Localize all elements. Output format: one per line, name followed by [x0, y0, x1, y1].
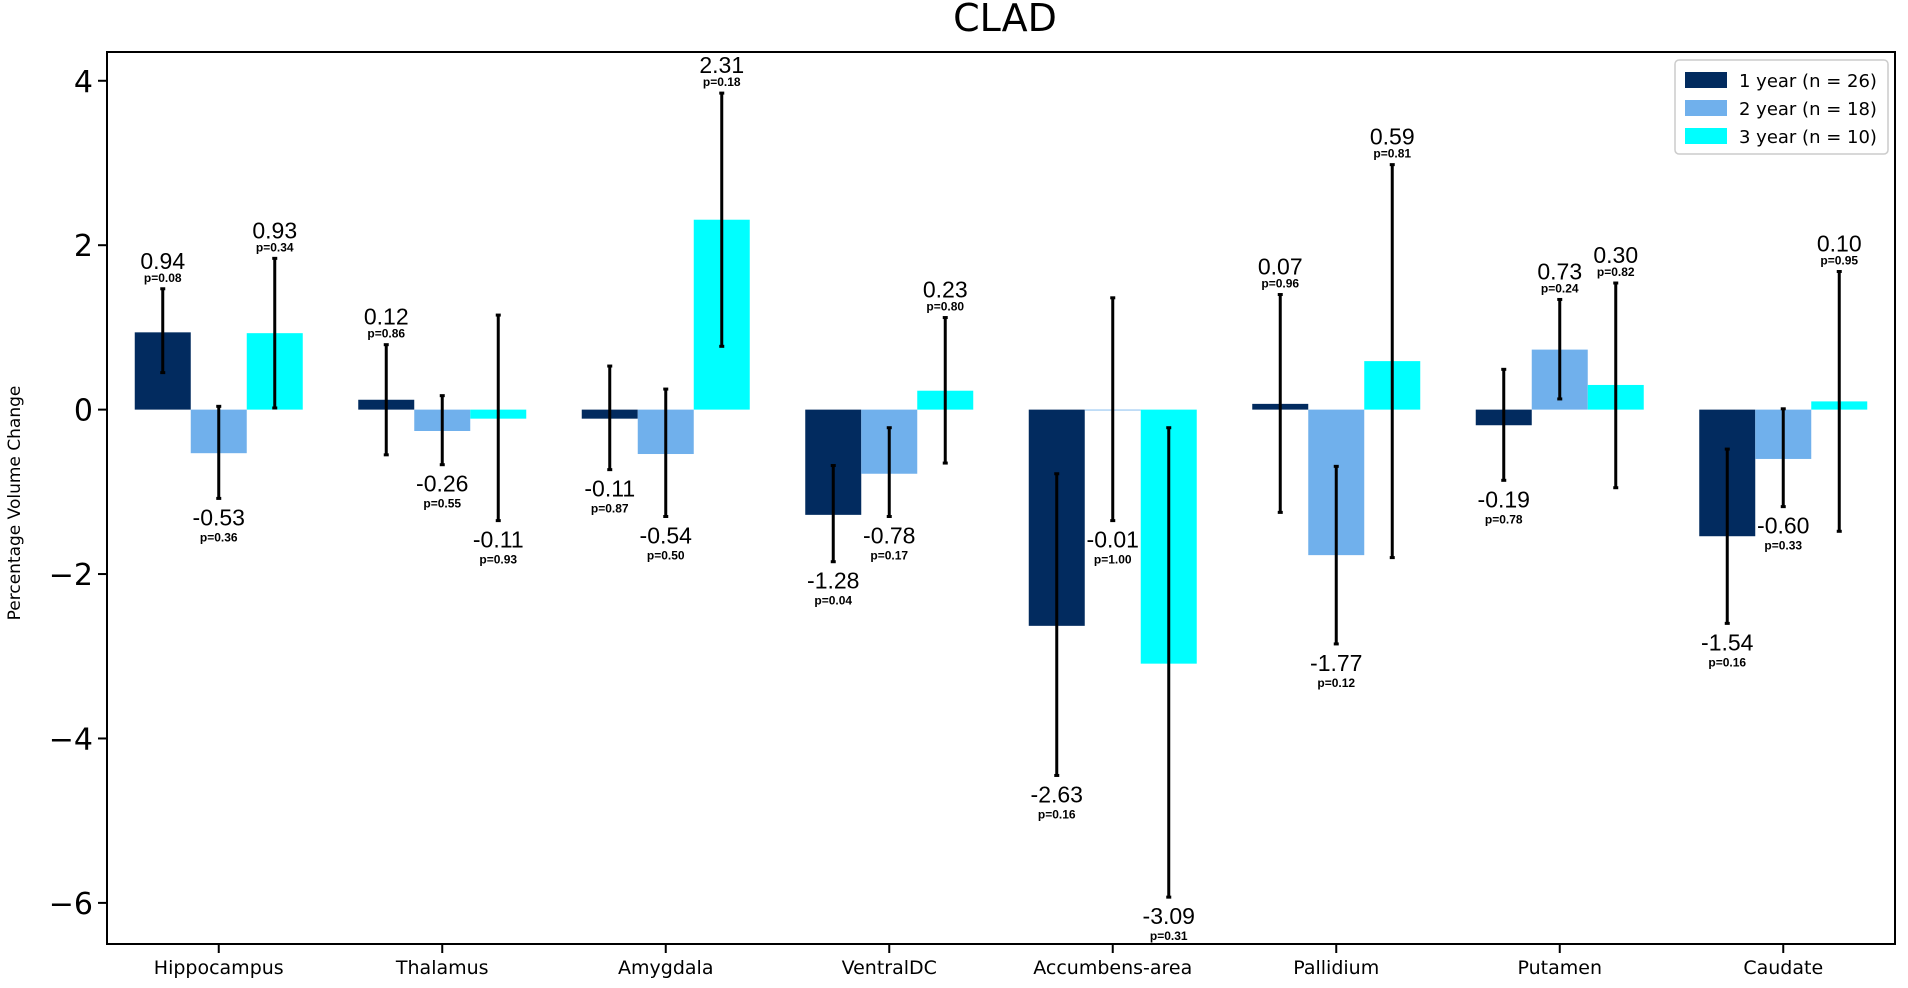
data-label-s1-1: -0.26	[416, 471, 468, 497]
p-value-label-s2-1: p=0.93	[479, 553, 517, 567]
legend-label-0: 1 year (n = 26)	[1739, 71, 1877, 92]
data-label-s1-6: 0.73	[1537, 258, 1582, 284]
plot-frame	[106, 51, 1896, 945]
p-value-label-s2-2: p=0.18	[703, 75, 741, 89]
p-value-label-s2-3: p=0.80	[926, 300, 964, 314]
data-label-s2-4: -3.09	[1143, 903, 1195, 929]
p-value-label-s2-4: p=0.31	[1150, 929, 1188, 943]
data-label-s2-5: 0.59	[1370, 124, 1415, 150]
legend-box	[1674, 59, 1889, 155]
data-label-s0-2: -0.11	[584, 476, 635, 502]
y-tick-label-3: −2	[49, 558, 93, 593]
p-value-label-s0-5: p=0.96	[1261, 277, 1299, 291]
data-label-s2-3: 0.23	[923, 277, 968, 303]
plot-area: 0.94p=0.080.12p=0.86-0.11p=0.87-1.28p=0.…	[49, 51, 1896, 979]
p-value-label-s1-3: p=0.17	[870, 548, 908, 562]
data-label-s2-0: 0.93	[252, 217, 297, 243]
data-label-s1-2: -0.54	[640, 522, 693, 548]
x-tick-label-2: Amygdala	[618, 957, 713, 979]
p-value-label-s1-1: p=0.55	[423, 497, 461, 511]
p-value-label-s1-2: p=0.50	[647, 548, 685, 562]
x-tick-label-1: Thalamus	[395, 957, 489, 979]
p-value-label-s1-5: p=0.12	[1317, 676, 1355, 690]
data-label-s0-4: -2.63	[1031, 781, 1083, 807]
x-tick-label-6: Putamen	[1518, 957, 1603, 979]
y-axis-label: Percentage Volume Change	[5, 386, 25, 621]
p-value-label-s2-0: p=0.34	[256, 240, 294, 254]
data-label-s2-1: -0.11	[473, 527, 524, 553]
p-value-label-s1-6: p=0.24	[1541, 281, 1579, 295]
x-tick-label-7: Caudate	[1743, 957, 1823, 979]
x-tick-label-5: Pallidium	[1293, 957, 1379, 979]
legend-label-2: 3 year (n = 10)	[1739, 127, 1877, 148]
data-label-s1-5: -1.77	[1310, 650, 1362, 676]
p-value-label-s1-0: p=0.36	[200, 530, 238, 544]
y-tick-label-5: −6	[49, 887, 93, 922]
p-value-label-s2-7: p=0.95	[1820, 254, 1858, 268]
x-tick-label-0: Hippocampus	[154, 957, 284, 979]
x-tick-label-4: Accumbens-area	[1033, 957, 1192, 979]
chart-title: CLAD	[953, 0, 1057, 40]
p-value-label-s0-6: p=0.78	[1485, 512, 1523, 526]
p-value-label-s0-3: p=0.04	[814, 594, 852, 608]
legend-swatch-1	[1685, 100, 1727, 116]
p-value-label-s0-4: p=0.16	[1038, 807, 1076, 821]
legend-label-1: 2 year (n = 18)	[1739, 99, 1877, 120]
p-value-label-s1-7: p=0.33	[1764, 539, 1802, 553]
p-value-label-s0-7: p=0.16	[1708, 655, 1746, 669]
data-label-s0-7: -1.54	[1701, 629, 1754, 655]
data-label-s0-5: 0.07	[1258, 254, 1303, 280]
data-label-s0-3: -1.28	[807, 568, 859, 594]
p-value-label-s1-4: p=1.00	[1094, 553, 1132, 567]
data-label-s1-4: -0.01	[1087, 527, 1139, 553]
y-tick-label-1: 2	[74, 229, 93, 264]
y-tick-label-0: 4	[74, 65, 93, 100]
data-label-s0-6: -0.19	[1478, 486, 1530, 512]
data-label-s2-2: 2.31	[699, 52, 744, 78]
data-label-s0-0: 0.94	[140, 248, 185, 274]
y-tick-label-4: −4	[49, 722, 93, 757]
legend: 1 year (n = 26) 2 year (n = 18) 3 year (n …	[1674, 59, 1889, 155]
p-value-label-s0-1: p=0.86	[367, 327, 405, 341]
p-value-label-s0-2: p=0.87	[591, 502, 629, 516]
data-label-s0-1: 0.12	[364, 304, 409, 330]
data-label-s2-7: 0.10	[1817, 231, 1862, 257]
legend-swatch-2	[1685, 128, 1727, 144]
data-label-s2-6: 0.30	[1593, 242, 1638, 268]
data-label-s1-7: -0.60	[1757, 513, 1809, 539]
p-value-label-s2-5: p=0.81	[1373, 147, 1411, 161]
data-label-s1-0: -0.53	[193, 504, 245, 530]
p-value-label-s2-6: p=0.82	[1597, 265, 1635, 279]
p-value-label-s0-0: p=0.08	[144, 271, 182, 285]
data-label-s1-3: -0.78	[863, 522, 915, 548]
x-tick-label-3: VentralDC	[842, 957, 937, 979]
legend-swatch-0	[1685, 72, 1727, 88]
y-tick-label-2: 0	[74, 394, 93, 429]
